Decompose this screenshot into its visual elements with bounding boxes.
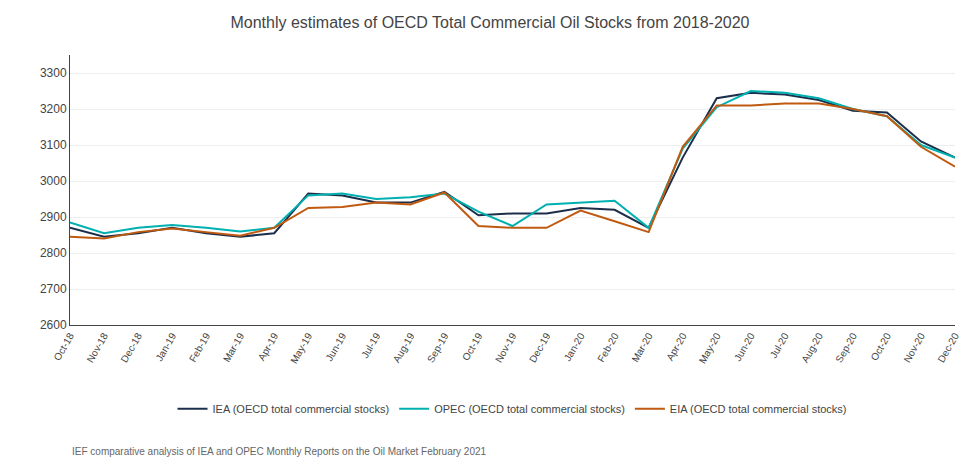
svg-text:Dec-20: Dec-20 [935, 331, 961, 365]
svg-text:May-19: May-19 [288, 331, 314, 366]
svg-text:Jul-20: Jul-20 [768, 331, 791, 360]
svg-text:Aug-20: Aug-20 [799, 331, 825, 365]
svg-text:Nov-20: Nov-20 [901, 331, 927, 365]
svg-text:IEA (OECD total commercial sto: IEA (OECD total commercial stocks) [213, 403, 390, 415]
svg-text:2600: 2600 [40, 318, 67, 332]
svg-text:Apr-19: Apr-19 [256, 331, 281, 363]
svg-text:2900: 2900 [40, 210, 67, 224]
svg-text:Jul-19: Jul-19 [359, 331, 382, 360]
svg-text:Jan-19: Jan-19 [153, 331, 178, 363]
svg-text:Monthly estimates of OECD Tota: Monthly estimates of OECD Total Commerci… [230, 14, 749, 31]
svg-text:Dec-18: Dec-18 [118, 331, 144, 365]
svg-text:Jun-20: Jun-20 [732, 331, 757, 363]
svg-text:Dec-19: Dec-19 [527, 331, 553, 365]
svg-text:2800: 2800 [40, 246, 67, 260]
svg-text:Feb-20: Feb-20 [595, 331, 621, 364]
svg-text:Sep-20: Sep-20 [833, 331, 859, 365]
svg-text:Mar-20: Mar-20 [629, 331, 655, 364]
svg-text:Nov-18: Nov-18 [84, 331, 110, 365]
svg-text:IEF comparative analysis of IE: IEF comparative analysis of IEA and OPEC… [72, 446, 487, 457]
svg-text:Oct-19: Oct-19 [460, 331, 485, 363]
svg-text:3200: 3200 [40, 102, 67, 116]
svg-text:Mar-19: Mar-19 [221, 331, 247, 364]
svg-text:Sep-19: Sep-19 [425, 331, 451, 365]
svg-text:May-20: May-20 [697, 331, 723, 366]
svg-text:Oct-20: Oct-20 [868, 331, 893, 363]
svg-text:Apr-20: Apr-20 [664, 331, 689, 363]
svg-text:Jun-19: Jun-19 [324, 331, 349, 363]
svg-text:Aug-19: Aug-19 [391, 331, 417, 365]
svg-text:Nov-19: Nov-19 [493, 331, 519, 365]
svg-text:3300: 3300 [40, 66, 67, 80]
svg-text:3000: 3000 [40, 174, 67, 188]
svg-text:Feb-19: Feb-19 [187, 331, 213, 364]
svg-text:2700: 2700 [40, 282, 67, 296]
svg-text:3100: 3100 [40, 138, 67, 152]
svg-text:OPEC (OECD total commercial st: OPEC (OECD total commercial stocks) [434, 403, 625, 415]
svg-text:EIA (OECD total commercial sto: EIA (OECD total commercial stocks) [670, 403, 847, 415]
svg-text:Jan-20: Jan-20 [562, 331, 587, 363]
svg-text:Oct-18: Oct-18 [52, 331, 77, 363]
